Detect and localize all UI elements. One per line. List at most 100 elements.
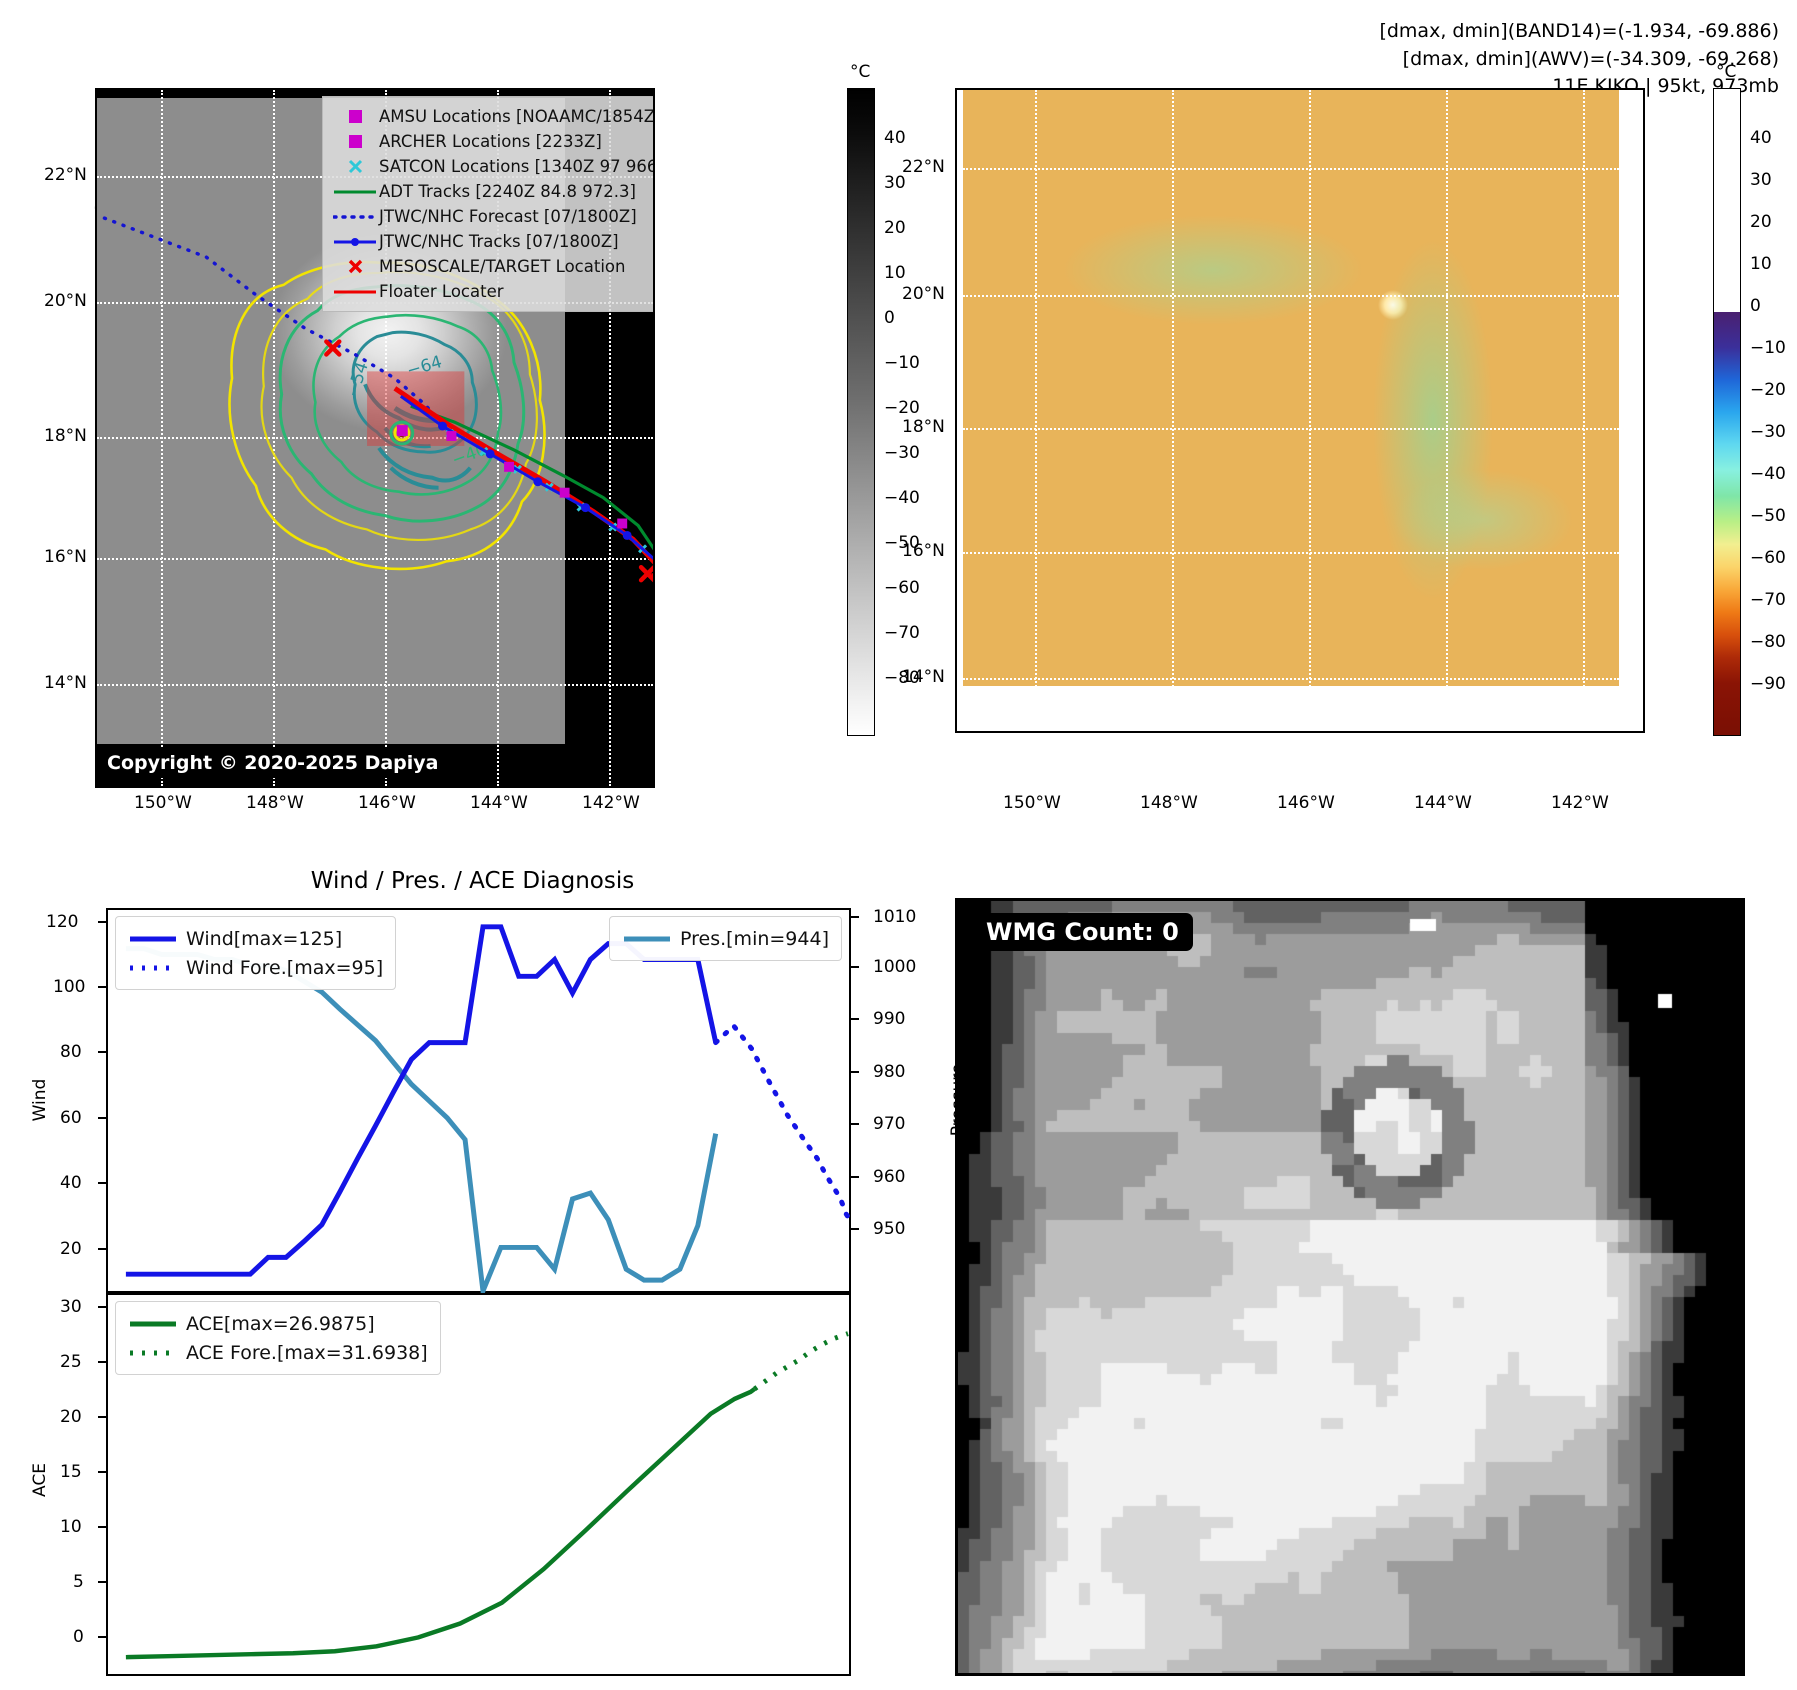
- ir-cb-tick: 40: [884, 128, 906, 148]
- awv-lat-tick: 14°N: [902, 667, 945, 687]
- legend-item-mesoscale: MESOSCALE/TARGET Location: [331, 254, 653, 279]
- awv-cb-tick: −90: [1750, 674, 1786, 694]
- awv-cb-tick: −10: [1750, 338, 1786, 358]
- pres-tick: 980: [873, 1062, 906, 1082]
- ir-colorbar-unit: °C: [850, 62, 871, 82]
- ace-tick: 15: [60, 1462, 82, 1482]
- awv-margin-bottom: [957, 686, 1643, 731]
- grid-line-lon: [1035, 90, 1037, 690]
- awv-satellite-map[interactable]: [955, 88, 1645, 733]
- legend-label: SATCON Locations [1340Z 97 966]: [379, 157, 655, 176]
- wind-tick: 100: [53, 977, 86, 997]
- ir-cb-tick: −80: [884, 668, 920, 688]
- legend-label: ADT Tracks [2240Z 84.8 972.3]: [379, 182, 636, 201]
- ir-lat-tick: 14°N: [44, 673, 87, 693]
- awv-cb-tick: 10: [1750, 254, 1772, 274]
- ace-tick: 0: [73, 1627, 84, 1647]
- ir-cb-tick: 10: [884, 263, 906, 283]
- legend-label: JTWC/NHC Tracks [07/1800Z]: [379, 232, 619, 251]
- pressure-line: [125, 946, 719, 1301]
- awv-imagery: [963, 90, 1623, 690]
- wind-tick: 40: [60, 1173, 82, 1193]
- grid-line-lon: [1309, 90, 1311, 690]
- line-icon: [128, 934, 186, 944]
- line-icon: [331, 287, 379, 297]
- ir-lon-tick: 150°W: [134, 793, 192, 813]
- awv-cb-tick: −60: [1750, 548, 1786, 568]
- grid-line-lat: [97, 437, 653, 439]
- ir-map-legend: AMSU Locations [NOAAMC/1854Z 129 940] AR…: [322, 96, 655, 312]
- legend-label: Wind Fore.[max=95]: [186, 956, 384, 979]
- ir-cb-tick: −50: [884, 533, 920, 553]
- ir-cb-tick: −60: [884, 578, 920, 598]
- ir-lat-tick: 20°N: [44, 291, 87, 311]
- legend-item-amsu: AMSU Locations [NOAAMC/1854Z 129 940]: [331, 104, 653, 129]
- line-icon: [331, 187, 379, 197]
- legend-label: JTWC/NHC Forecast [07/1800Z]: [379, 207, 637, 226]
- line-icon: [622, 934, 680, 944]
- ir-overlay-layer: −54 −64 −40: [97, 213, 653, 583]
- ace-tick: 30: [60, 1297, 82, 1317]
- awv-colorbar-unit: °C: [1716, 62, 1737, 82]
- line-marker-icon: [331, 236, 379, 248]
- pres-tick: 960: [873, 1167, 906, 1187]
- awv-cb-tick: 20: [1750, 212, 1772, 232]
- wind-tick: 120: [46, 912, 79, 932]
- stat-band14: [dmax, dmin](BAND14)=(-1.934, -69.886): [1379, 20, 1779, 42]
- awv-colorbar[interactable]: [1713, 88, 1741, 736]
- legend-label: ACE Fore.[max=31.6938]: [186, 1341, 428, 1364]
- ir-satellite-map[interactable]: −54 −64 −40: [95, 88, 655, 788]
- grid-line-lat: [963, 428, 1619, 430]
- legend-label: ACE[max=26.9875]: [186, 1312, 375, 1335]
- legend-label: MESOSCALE/TARGET Location: [379, 257, 626, 276]
- grid-line-lon: [1446, 90, 1448, 690]
- awv-cb-tick: 0: [1750, 296, 1761, 316]
- ir-cb-tick: −20: [884, 398, 920, 418]
- ace-axis-label: ACE: [30, 1463, 50, 1497]
- awv-lat-tick: 18°N: [902, 417, 945, 437]
- awv-cb-tick: −40: [1750, 464, 1786, 484]
- awv-margin-right: [1619, 90, 1643, 731]
- pres-tick: 970: [873, 1114, 906, 1134]
- line-icon: [128, 1319, 186, 1329]
- pres-tick: 1010: [873, 907, 917, 927]
- ir-cb-tick: −30: [884, 443, 920, 463]
- legend-item-pressure: Pres.[min=944]: [622, 924, 829, 953]
- ace-chart[interactable]: ACE[max=26.9875] ACE Fore.[max=31.6938]: [106, 1293, 851, 1676]
- awv-lat-tick: 20°N: [902, 284, 945, 304]
- diagnosis-title: Wind / Pres. / ACE Diagnosis: [310, 868, 635, 894]
- grid-line-lat: [963, 295, 1619, 297]
- grid-line-lat: [97, 558, 653, 560]
- awv-cb-tick: −20: [1750, 380, 1786, 400]
- square-icon: [331, 110, 379, 123]
- awv-lon-tick: 150°W: [1003, 793, 1061, 813]
- legend-item-archer: ARCHER Locations [2233Z]: [331, 129, 653, 154]
- pres-tick: 950: [873, 1219, 906, 1239]
- pressure-legend: Pres.[min=944]: [609, 916, 842, 961]
- awv-lon-tick: 144°W: [1414, 793, 1472, 813]
- grid-line-lat: [963, 552, 1619, 554]
- ace-tick: 20: [60, 1407, 82, 1427]
- ir-void-top: [97, 90, 653, 98]
- awv-cb-tick: 30: [1750, 170, 1772, 190]
- wind-pressure-chart[interactable]: Wind[max=125] Wind Fore.[max=95] Pres.[m…: [106, 908, 851, 1301]
- ir-lon-tick: 144°W: [470, 793, 528, 813]
- dotted-line-icon: [128, 1348, 186, 1358]
- legend-item-forecast: JTWC/NHC Forecast [07/1800Z]: [331, 204, 653, 229]
- wmg-cloud-classification-panel[interactable]: WMG Count: 0: [955, 898, 1745, 1676]
- ir-cb-tick: −70: [884, 623, 920, 643]
- awv-lat-tick: 22°N: [902, 157, 945, 177]
- grid-line-lon: [1583, 90, 1585, 690]
- ace-line: [125, 1387, 756, 1660]
- ir-colorbar[interactable]: [847, 88, 875, 736]
- legend-label: Floater Locater: [379, 282, 504, 301]
- legend-item-tracks: JTWC/NHC Tracks [07/1800Z]: [331, 229, 653, 254]
- grid-line-lat: [963, 168, 1619, 170]
- awv-cb-tick: −80: [1750, 632, 1786, 652]
- ir-lat-tick: 22°N: [44, 165, 87, 185]
- ir-lon-tick: 148°W: [246, 793, 304, 813]
- legend-item-ace-forecast: ACE Fore.[max=31.6938]: [128, 1338, 428, 1367]
- grid-line-lon: [1172, 90, 1174, 690]
- ace-tick: 25: [60, 1352, 82, 1372]
- ir-cb-tick: 30: [884, 173, 906, 193]
